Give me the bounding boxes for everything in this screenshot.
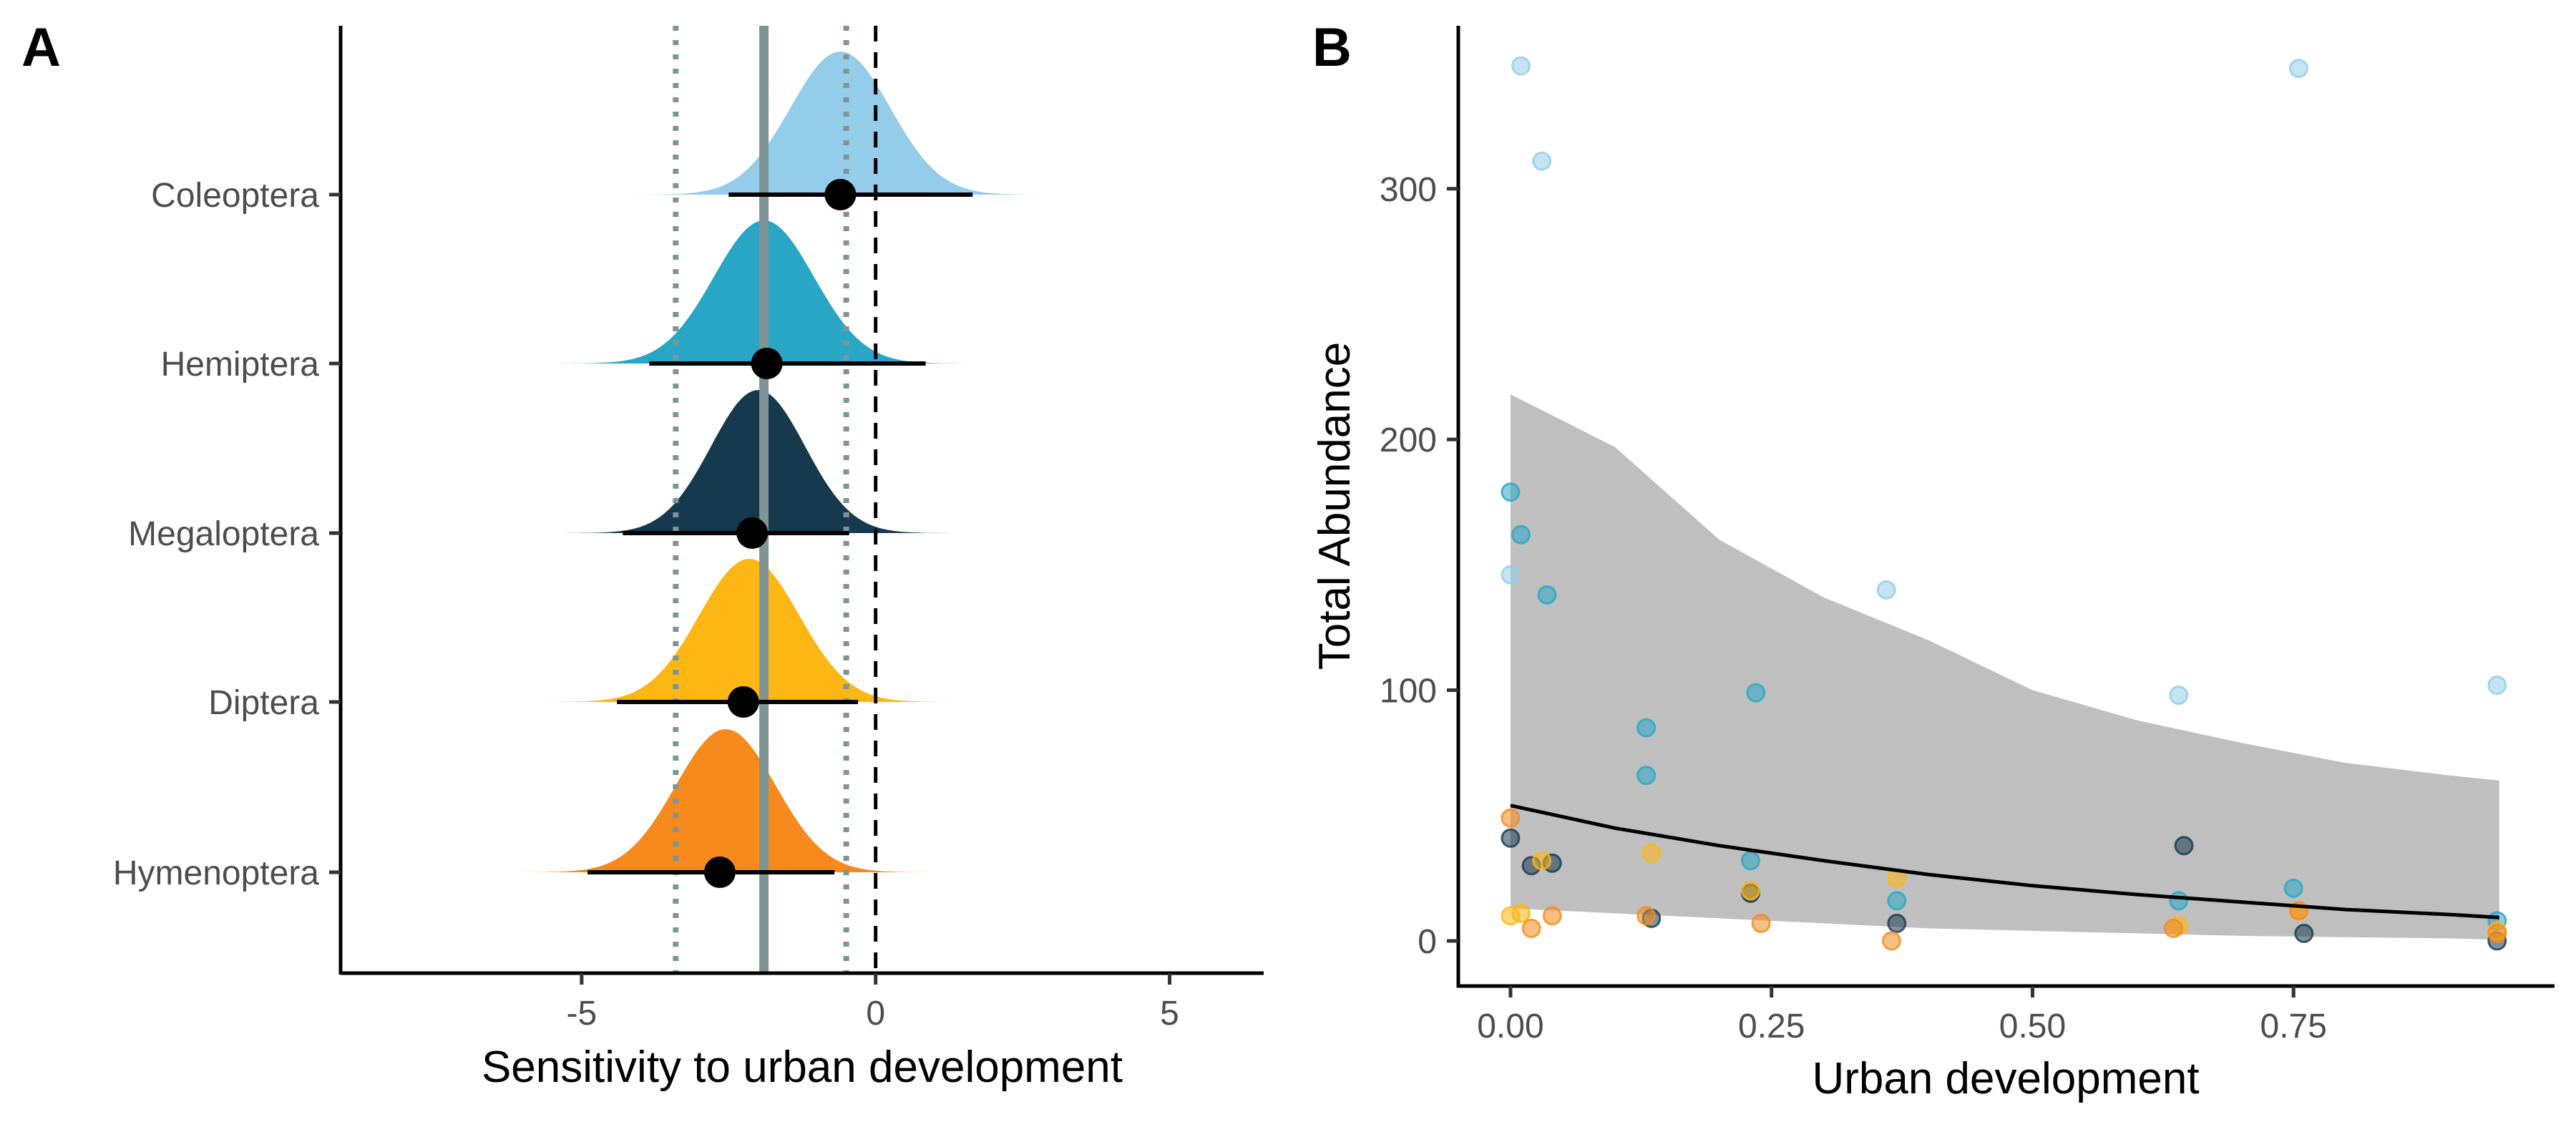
point-hymenoptera xyxy=(1501,808,1521,828)
point-estimate-diptera xyxy=(727,686,759,718)
panel-a: A -5 0 5 Coleoptera Hemiptera Megaloptera Dip… xyxy=(21,17,1264,1092)
panel-b-plot-area xyxy=(1501,56,2507,951)
x-tick-label: 0 xyxy=(866,995,885,1033)
x-tick-label: 0.25 xyxy=(1738,1008,1805,1045)
point-hemiptera xyxy=(1887,891,1907,911)
panel-b-x-ticks: 0.00 0.25 0.50 0.75 xyxy=(1477,986,2327,1045)
point-megaloptera xyxy=(1501,828,1521,848)
point-hemiptera xyxy=(1741,851,1761,871)
point-diptera xyxy=(1641,843,1662,863)
density-coleoptera xyxy=(546,52,1194,195)
panel-a-label: A xyxy=(21,17,61,78)
point-coleoptera xyxy=(1876,580,1896,600)
point-diptera xyxy=(1532,851,1552,871)
density-hymenoptera xyxy=(411,729,1064,872)
point-hymenoptera xyxy=(2163,918,2183,938)
density-megaloptera xyxy=(411,390,1093,533)
point-hemiptera xyxy=(1636,766,1657,786)
x-tick-label: 0.75 xyxy=(2260,1008,2327,1045)
point-hemiptera xyxy=(1511,525,1531,545)
y-tick-label: 100 xyxy=(1380,673,1437,711)
point-hemiptera xyxy=(1636,718,1657,738)
density-diptera xyxy=(440,559,1070,702)
panel-b-label: B xyxy=(1312,17,1352,78)
panel-a-x-axis-title: Sensitivity to urban development xyxy=(482,1043,1123,1092)
panel-b-y-axis-title: Total Abundance xyxy=(1310,342,1360,670)
point-estimate-hymenoptera xyxy=(703,857,736,888)
point-megaloptera xyxy=(1887,913,1907,933)
x-tick-label: 5 xyxy=(1160,995,1179,1033)
point-hymenoptera xyxy=(1542,906,1562,926)
point-megaloptera xyxy=(2174,836,2194,856)
confidence-ribbon xyxy=(1511,394,2499,940)
point-estimate-hemiptera xyxy=(751,348,783,379)
panel-b-y-ticks: 0 100 200 300 xyxy=(1380,171,1458,961)
point-hemiptera xyxy=(1746,683,1766,703)
y-tick-label: 200 xyxy=(1380,421,1437,459)
y-category-label-hymenoptera: Hymenoptera xyxy=(113,854,319,892)
x-tick-label: 0.00 xyxy=(1477,1008,1543,1045)
point-coleoptera xyxy=(1532,151,1552,171)
point-hymenoptera xyxy=(1636,906,1657,926)
panel-a-plot-area xyxy=(411,26,1194,973)
fitted-curve xyxy=(1510,804,2499,919)
point-hemiptera xyxy=(2283,878,2303,898)
point-coleoptera xyxy=(2289,59,2309,79)
point-coleoptera xyxy=(2169,686,2189,706)
point-estimate-megaloptera xyxy=(736,517,769,549)
y-tick-label: 0 xyxy=(1418,923,1437,961)
point-hemiptera xyxy=(2169,891,2189,911)
point-coleoptera xyxy=(1511,56,1531,76)
point-hymenoptera xyxy=(2487,923,2507,943)
y-category-label-hemiptera: Hemiptera xyxy=(161,346,320,384)
point-diptera xyxy=(1511,903,1531,923)
point-diptera xyxy=(1741,881,1761,901)
point-hemiptera xyxy=(1537,585,1557,605)
y-category-label-megaloptera: Megaloptera xyxy=(128,515,319,553)
point-coleoptera xyxy=(1501,565,1521,585)
point-estimate-coleoptera xyxy=(824,179,857,210)
y-category-label-coleoptera: Coleoptera xyxy=(151,177,319,215)
y-tick-label: 300 xyxy=(1380,171,1437,209)
point-hemiptera xyxy=(1501,482,1521,502)
point-hymenoptera xyxy=(1521,918,1541,938)
panel-b: B 0.00 0.25 0.50 0.75 0 100 200 300 Urban deve… xyxy=(1310,17,2555,1103)
density-hemiptera xyxy=(505,220,1164,364)
point-hymenoptera xyxy=(1751,913,1771,933)
point-megaloptera xyxy=(2294,923,2314,943)
panel-a-x-ticks: -5 0 5 xyxy=(567,973,1179,1033)
x-tick-label: 0.50 xyxy=(1999,1008,2066,1045)
y-category-label-diptera: Diptera xyxy=(208,684,319,722)
panel-b-x-axis-title: Urban development xyxy=(1812,1054,2199,1103)
panel-a-y-ticks: Coleoptera Hemiptera Megaloptera Diptera Hym… xyxy=(113,177,341,892)
point-hymenoptera xyxy=(1882,931,1902,951)
x-tick-label: -5 xyxy=(567,995,597,1033)
point-coleoptera xyxy=(2487,675,2507,696)
